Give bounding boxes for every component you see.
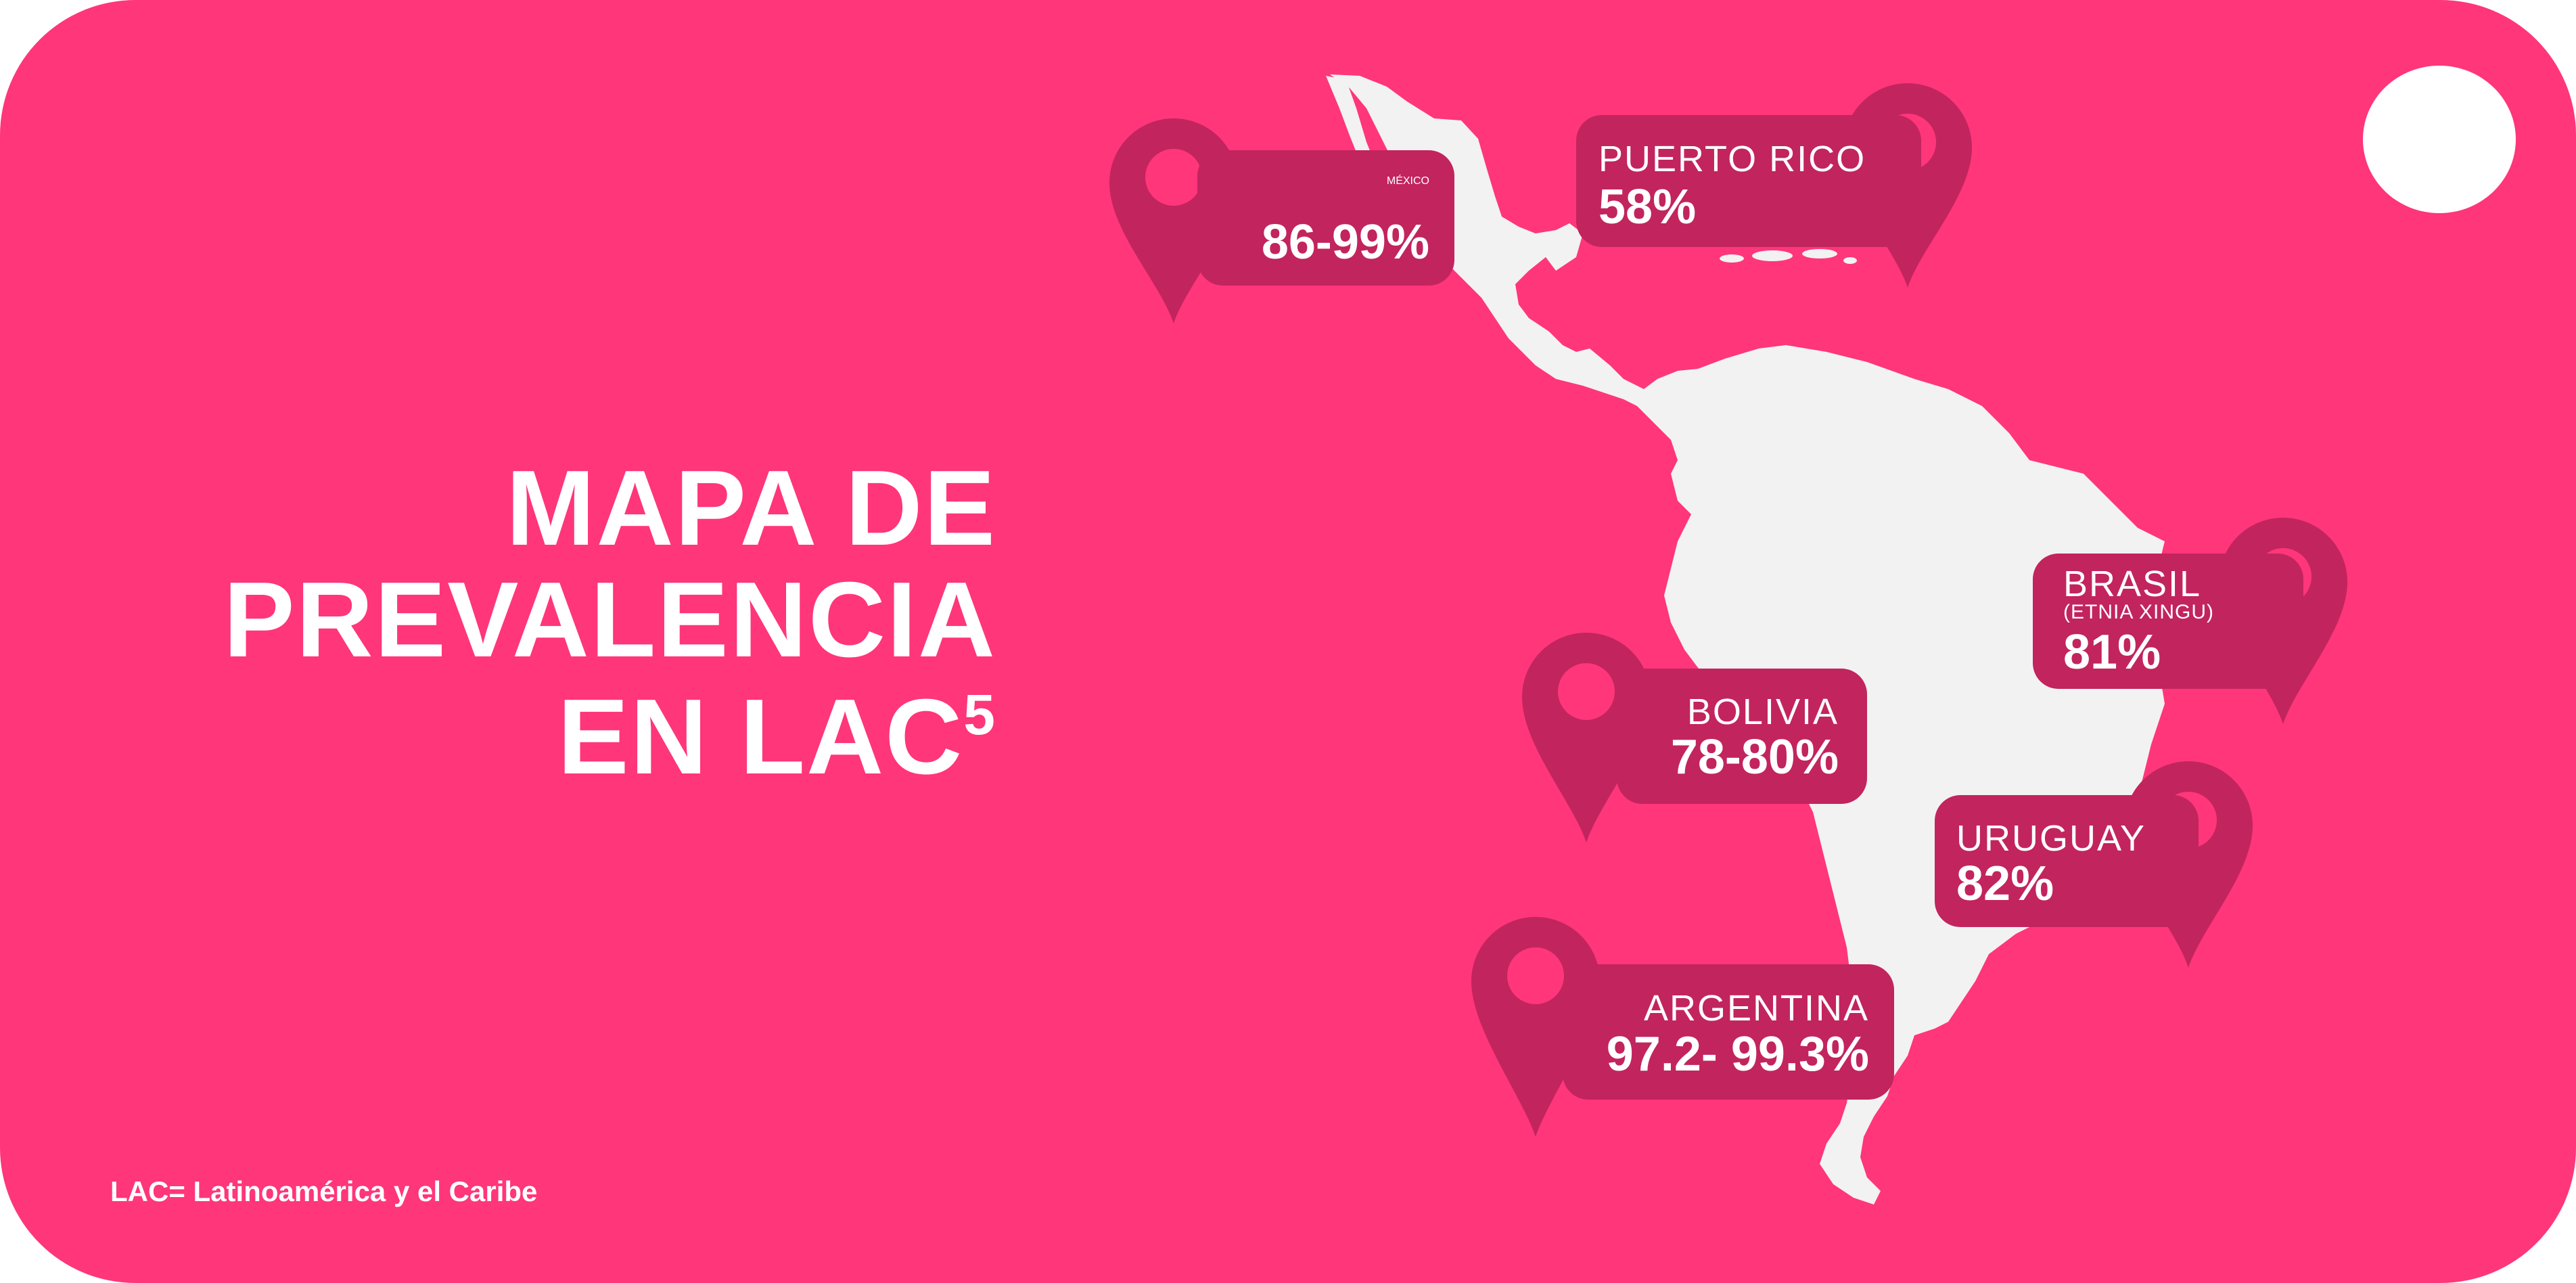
title-superscript: 5 bbox=[963, 683, 996, 746]
pin-puerto-rico-label-box bbox=[1576, 115, 1921, 247]
footnote: LAC= Latinoamérica y el Caribe bbox=[110, 1175, 538, 1207]
pin-bolivia-hole bbox=[1558, 663, 1615, 720]
pin-uruguay-marker bbox=[1935, 761, 2253, 968]
title-line-2: PREVALENCIA bbox=[223, 560, 996, 679]
pin-argentina-marker bbox=[1471, 917, 1894, 1137]
pin-brasil-sub: (ETNIA XINGU) bbox=[2063, 601, 2215, 623]
pin-mexico-name: MÉXICO bbox=[1386, 175, 1429, 187]
pin-bolivia-label-box bbox=[1617, 669, 1867, 804]
title-line-1: MAPA DE bbox=[506, 449, 996, 568]
pin-brasil-value: 81% bbox=[2063, 625, 2161, 679]
pin-argentina-icon bbox=[1471, 917, 1600, 1137]
pin-brasil-marker bbox=[2033, 518, 2347, 724]
pin-brasil-name: BRASIL bbox=[2063, 564, 2202, 604]
title-line-3-text: EN LAC bbox=[557, 677, 964, 796]
pin-bolivia-value: 78-80% bbox=[1670, 730, 1839, 784]
pin-uruguay-label-box bbox=[1935, 795, 2199, 927]
pin-puerto-rico-name: PUERTO RICO bbox=[1598, 139, 1866, 179]
pin-bolivia-marker bbox=[1522, 633, 1867, 842]
pin-argentina-value: 97.2- 99.3% bbox=[1606, 1027, 1869, 1081]
pin-bolivia-name: BOLIVIA bbox=[1686, 692, 1839, 732]
pin-puerto-rico-marker bbox=[1576, 83, 1972, 288]
title-line-3: EN LAC5 bbox=[557, 683, 996, 790]
pin-mexico-label-box bbox=[1197, 150, 1454, 286]
pin-uruguay-name: URUGUAY bbox=[1956, 818, 2146, 859]
pin-puerto-rico-value: 58% bbox=[1598, 180, 1697, 234]
pin-mexico-value: 86-99% bbox=[1261, 215, 1429, 269]
pin-brasil-label-box bbox=[2033, 554, 2303, 689]
pin-uruguay-value: 82% bbox=[1956, 857, 2054, 911]
pin-argentina-name: ARGENTINA bbox=[1643, 988, 1869, 1029]
pin-argentina-hole bbox=[1507, 947, 1564, 1004]
pin-argentina-label-box bbox=[1563, 964, 1894, 1100]
close-button[interactable] bbox=[2363, 66, 2516, 213]
pin-mexico-marker bbox=[1109, 118, 1454, 323]
pin-mexico-hole bbox=[1145, 149, 1202, 206]
